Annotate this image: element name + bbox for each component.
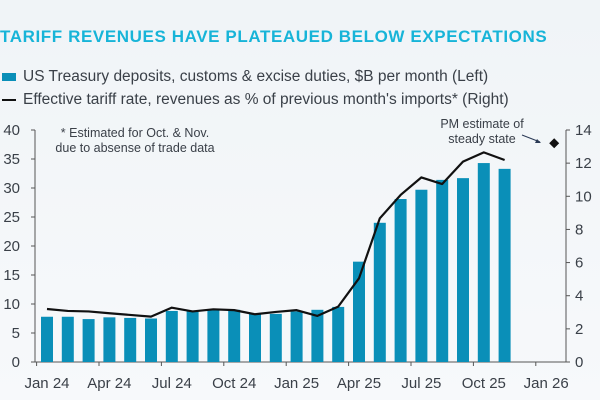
estimate-arrowhead [535,139,541,143]
bar-nov-24 [249,313,261,362]
footnote-line-1: * Estimated for Oct. & Nov. [61,126,209,140]
x-axis-tick-label: Jul 24 [152,375,192,392]
right-axis-tick-label: 0 [575,354,583,371]
right-axis-tick-label: 10 [575,188,592,205]
bar-dec-24 [269,313,282,362]
x-axis-tick-label: Jan 25 [274,375,319,392]
left-axis-tick-label: 20 [3,238,20,255]
bar-apr-24 [103,317,116,362]
left-axis-tick-label: 35 [3,151,20,168]
chart-title: TARIFF REVENUES HAVE PLATEAUED BELOW EXP… [0,27,548,46]
bar-aug-24 [186,310,199,362]
footnote-line-2: due to absense of trade data [55,141,214,155]
bar-oct-25 [477,163,490,362]
right-axis-tick-label: 14 [575,122,592,139]
bar-sep-25 [457,178,469,362]
left-axis-tick-label: 15 [3,267,20,284]
left-axis-tick-label: 30 [3,180,20,197]
bar-mar-25 [332,306,345,362]
bar-aug-25 [436,179,449,362]
bar-oct-24 [228,309,241,362]
bar-nov-25 [498,168,511,362]
left-axis-tick-label: 40 [3,122,20,139]
bar-jan-24 [41,316,53,362]
x-axis-tick-label: Jul 25 [401,375,441,392]
estimate-label-line-2: steady state [448,132,515,146]
bar-jul-24 [165,310,178,362]
legend-item-line: Effective tariff rate, revenues as % of … [2,91,509,109]
estimate-label-line-1: PM estimate of [440,117,524,131]
x-axis-tick-label: Oct 25 [462,375,506,392]
right-axis-tick-label: 12 [575,155,592,172]
bar-may-25 [373,222,386,362]
legend-label-bars: US Treasury deposits, customs & excise d… [23,68,489,85]
left-axis-tick-label: 25 [3,209,20,226]
effective-tariff-rate-line [46,151,505,318]
bar-jun-25 [394,199,407,362]
left-axis-tick-label: 0 [12,354,20,371]
x-axis-tick-label: Apr 24 [87,375,131,392]
right-axis-tick-label: 4 [575,288,583,305]
bar-apr-25 [353,261,365,362]
x-axis-tick-label: Jan 26 [524,375,569,392]
bar-sep-24 [207,309,220,362]
bar-mar-24 [82,319,95,362]
x-axis-tick-label: Jan 24 [24,375,69,392]
legend-line-swatch [2,99,16,101]
steady-state-estimate-marker [549,138,560,149]
bar-jan-25 [290,311,303,362]
bar-may-24 [124,317,137,362]
left-axis-tick-label: 10 [3,296,20,313]
legend-label-line: Effective tariff rate, revenues as % of … [23,91,509,108]
bar-feb-24 [61,316,74,362]
right-axis-tick-label: 8 [575,221,583,238]
legend-item-bars: US Treasury deposits, customs & excise d… [2,68,488,86]
x-axis-tick-label: Oct 24 [212,375,256,392]
legend-bar-swatch [2,73,16,81]
x-axis-tick-label: Apr 25 [337,375,381,392]
left-axis-tick-label: 5 [12,325,20,342]
bar-feb-25 [311,309,324,362]
right-axis-tick-label: 2 [575,321,583,338]
bar-jul-25 [415,189,428,362]
right-axis-tick-label: 6 [575,255,583,272]
bar-jun-24 [145,318,157,362]
